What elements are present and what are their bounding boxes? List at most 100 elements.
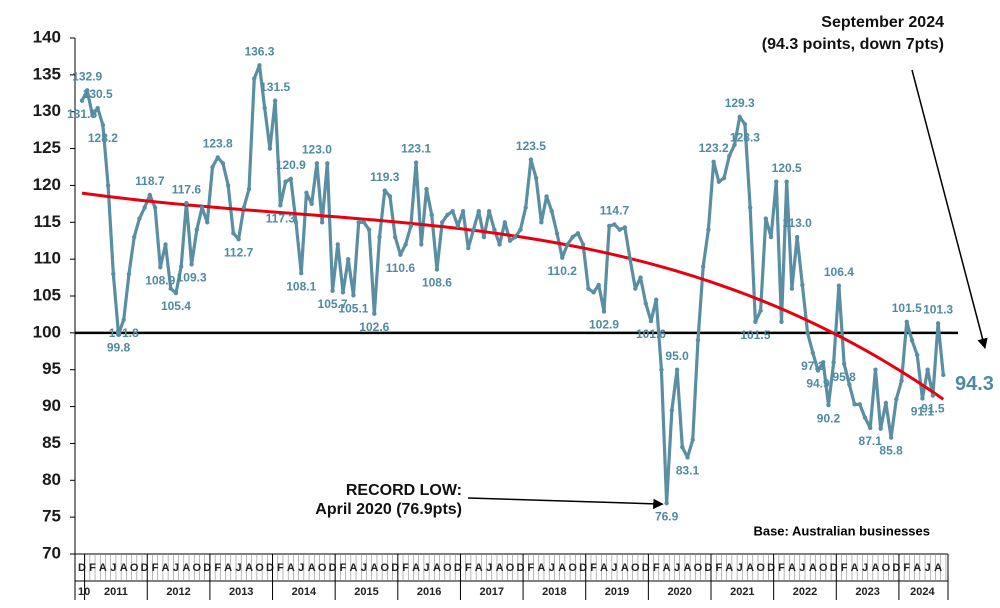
- x-tick-label: A: [684, 562, 692, 574]
- data-point: [419, 242, 424, 247]
- data-point: [246, 186, 252, 192]
- x-tick-label: O: [694, 562, 703, 574]
- year-label: 2021: [730, 586, 754, 598]
- data-point: [137, 216, 142, 221]
- x-tick-label: A: [788, 562, 796, 574]
- data-point: [721, 175, 727, 181]
- data-label: 90.2: [817, 411, 841, 425]
- y-tick-label: 130: [33, 101, 61, 120]
- data-point: [659, 367, 664, 372]
- data-point: [847, 382, 852, 387]
- data-point: [372, 311, 377, 316]
- x-tick-label: D: [517, 562, 525, 574]
- data-point: [633, 286, 638, 291]
- x-tick-label: F: [528, 562, 535, 574]
- data-point: [638, 275, 643, 280]
- data-point: [591, 290, 596, 295]
- data-point: [779, 319, 784, 324]
- data-point: [215, 155, 220, 160]
- data-label: 128.3: [730, 130, 760, 144]
- data-point: [565, 242, 570, 247]
- data-label: 108.1: [286, 279, 316, 293]
- x-tick-label: J: [236, 562, 242, 574]
- x-tick-label: O: [130, 562, 139, 574]
- x-tick-label: O: [193, 562, 202, 574]
- x-tick-label: J: [925, 562, 931, 574]
- data-point: [716, 179, 722, 184]
- data-point: [205, 220, 210, 225]
- data-label: 119.3: [370, 170, 400, 184]
- year-label: 2017: [480, 586, 504, 598]
- x-tick-label: D: [579, 562, 587, 574]
- y-tick-label: 70: [42, 543, 61, 562]
- data-label: 94.9: [806, 377, 830, 391]
- x-tick-label: O: [631, 562, 640, 574]
- data-label: 123.2: [699, 141, 729, 155]
- data-point: [460, 209, 466, 214]
- data-point: [502, 220, 508, 225]
- year-label: 2022: [793, 586, 817, 598]
- data-point: [168, 286, 173, 291]
- data-point: [293, 220, 299, 225]
- data-point: [361, 220, 367, 225]
- data-label: 105.1: [338, 301, 368, 315]
- data-point: [601, 309, 607, 314]
- data-label: 105.7: [318, 297, 348, 311]
- data-point: [753, 319, 758, 324]
- y-tick-label: 110: [34, 249, 61, 268]
- data-label: 76.9: [655, 509, 679, 523]
- data-point: [121, 317, 126, 322]
- data-point: [288, 176, 293, 181]
- data-label: 102.6: [359, 320, 389, 334]
- data-point: [643, 301, 648, 306]
- data-point: [455, 223, 461, 229]
- x-tick-label: A: [851, 562, 859, 574]
- data-point: [523, 205, 528, 210]
- data-point: [894, 397, 899, 402]
- x-tick-label: A: [725, 562, 733, 574]
- data-point: [231, 231, 236, 236]
- data-point: [210, 164, 215, 170]
- data-point: [424, 186, 429, 192]
- year-label: 2015: [354, 586, 378, 598]
- data-point: [90, 113, 95, 118]
- data-point: [299, 270, 304, 276]
- y-tick-label: 85: [42, 433, 61, 452]
- data-point: [878, 426, 883, 431]
- data-point: [158, 265, 163, 270]
- data-point: [607, 223, 612, 229]
- x-tick-label: A: [871, 562, 879, 574]
- data-point: [742, 122, 748, 127]
- x-tick-label: A: [287, 562, 295, 574]
- data-label: 114.7: [600, 204, 630, 218]
- x-tick-label: J: [737, 562, 743, 574]
- annotation-box: [742, 6, 950, 64]
- x-tick-label: A: [537, 562, 545, 574]
- x-tick-label: A: [182, 562, 190, 574]
- data-point: [544, 194, 549, 199]
- x-tick-label: A: [621, 562, 629, 574]
- year-label: 2023: [855, 586, 879, 598]
- data-label: 101.8: [109, 326, 139, 340]
- data-point: [549, 209, 554, 214]
- data-label: 87.1: [859, 434, 883, 448]
- data-point: [575, 231, 581, 236]
- data-point: [560, 255, 565, 260]
- data-point: [763, 216, 769, 221]
- data-point: [810, 350, 815, 355]
- data-point: [873, 367, 878, 372]
- x-tick-label: F: [715, 562, 722, 574]
- x-tick-label: F: [402, 562, 409, 574]
- year-label: 2018: [542, 586, 566, 598]
- data-point: [429, 212, 434, 218]
- data-point: [398, 252, 403, 257]
- data-point: [700, 264, 706, 269]
- x-tick-label: J: [674, 562, 680, 574]
- data-point: [194, 227, 200, 232]
- x-tick-label: O: [318, 562, 327, 574]
- data-point: [346, 256, 351, 262]
- x-tick-label: D: [454, 562, 462, 574]
- data-point: [821, 360, 826, 365]
- x-tick-label: O: [819, 562, 828, 574]
- x-tick-label: O: [506, 562, 515, 574]
